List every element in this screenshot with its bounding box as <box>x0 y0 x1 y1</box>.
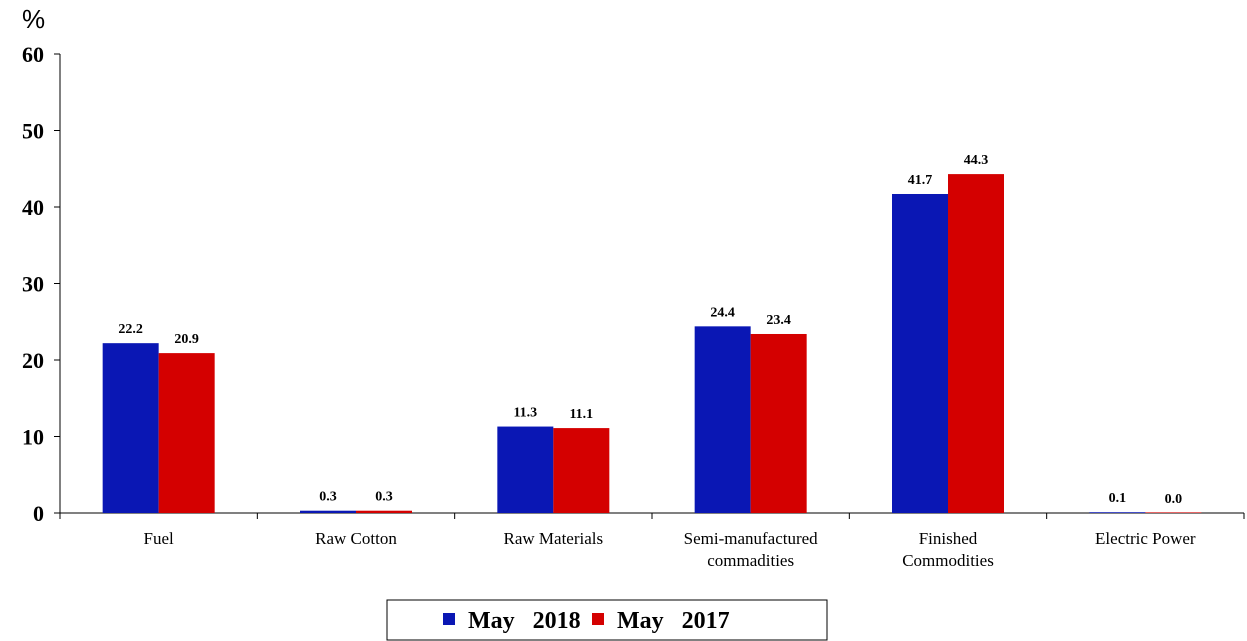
data-label: 0.3 <box>319 490 337 505</box>
data-labels: 22.2 20.9 0.3 0.3 11.3 11.1 24.4 23.4 41.7 44.3 0.… <box>118 153 1182 507</box>
bar <box>1089 512 1146 513</box>
x-category-label: Finished Commodities <box>902 529 994 570</box>
legend-box <box>386 599 828 641</box>
data-label: 0.3 <box>375 490 393 505</box>
legend: May 2018 May 2017 <box>386 599 828 641</box>
y-tick-label: 40 <box>22 195 44 220</box>
bar <box>158 353 215 513</box>
x-category-label: Fuel <box>144 529 175 548</box>
data-label: 20.9 <box>174 332 199 347</box>
data-label: 11.3 <box>513 406 537 421</box>
x-category-label: Raw Materials <box>504 529 604 548</box>
y-tick-label: 60 <box>22 42 44 67</box>
bars <box>102 174 1202 514</box>
data-label: 22.2 <box>118 322 143 337</box>
bar <box>948 174 1004 514</box>
y-tick-label: 10 <box>22 425 44 450</box>
axes: 0 10 20 30 40 50 60 Fuel Raw Cotton Raw Materials… <box>22 42 1245 570</box>
bar <box>102 343 159 513</box>
y-tick-label: 30 <box>22 272 44 297</box>
y-unit-label: % <box>22 4 45 34</box>
data-label: 44.3 <box>964 153 989 168</box>
y-tick-label: 0 <box>33 501 44 526</box>
data-label: 11.1 <box>569 407 593 422</box>
bar <box>356 510 412 513</box>
legend-label: May 2018 <box>468 608 581 634</box>
bar <box>1145 512 1202 513</box>
bar <box>892 193 948 513</box>
x-category-label: Electric Power <box>1095 529 1196 548</box>
bar <box>300 510 356 513</box>
y-tick-label: 50 <box>22 119 44 144</box>
data-label: 0.0 <box>1165 492 1183 507</box>
data-label: 23.4 <box>766 313 791 328</box>
x-category-label: Semi-manufactured commadities <box>684 529 819 570</box>
bar <box>750 333 807 513</box>
bar <box>694 326 751 513</box>
data-label: 24.4 <box>710 305 735 320</box>
x-category-label: Raw Cotton <box>315 529 397 548</box>
legend-label: May 2017 <box>617 608 730 634</box>
legend-swatch <box>592 613 604 625</box>
bar <box>553 428 610 513</box>
data-label: 41.7 <box>908 173 933 188</box>
bar <box>497 426 554 513</box>
data-label: 0.1 <box>1109 491 1127 506</box>
legend-swatch <box>443 613 455 625</box>
y-tick-label: 20 <box>22 348 44 373</box>
